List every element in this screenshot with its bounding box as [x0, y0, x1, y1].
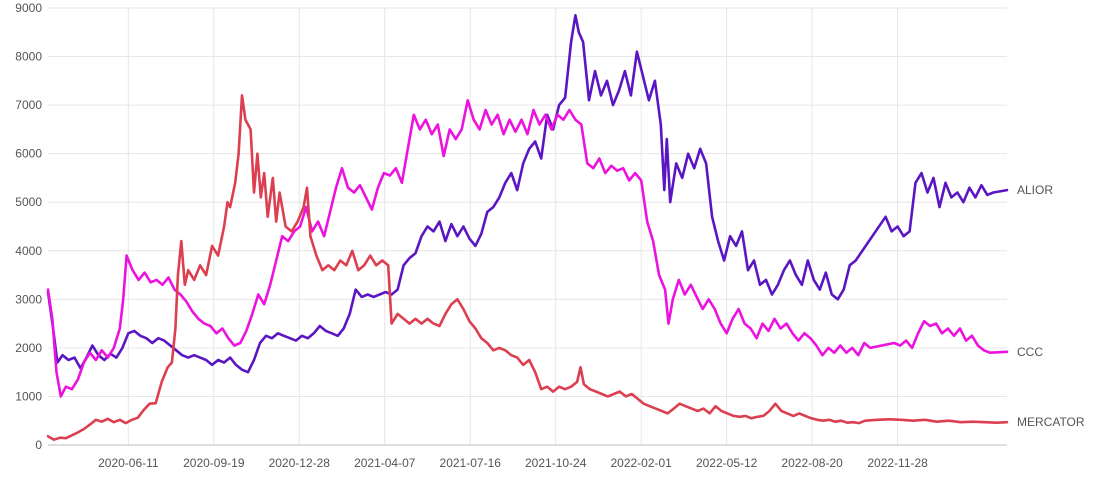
x-tick-label: 2020-09-19: [183, 456, 245, 470]
series-lines: [46, 14, 1009, 442]
y-axis-ticks: 0 1000 2000 3000 4000 5000 6000 7000 8000 9000: [15, 1, 42, 452]
y-tick-label: 5000: [15, 195, 42, 209]
x-tick-label: 2021-07-16: [440, 456, 502, 470]
series-label-ccc: CCC: [1017, 345, 1043, 359]
y-gridlines: [48, 7, 1007, 446]
x-tick-label: 2022-11-28: [867, 456, 928, 470]
y-tick-label: 6000: [15, 147, 42, 161]
y-tick-label: 9000: [15, 1, 42, 15]
y-tick-label: 2000: [15, 341, 42, 355]
series-end-labels: ALIOR CCC MERCATOR: [1017, 183, 1085, 429]
y-tick-label: 0: [35, 438, 42, 452]
x-tick-label: 2022-02-01: [610, 456, 672, 470]
series-line-alior: [46, 14, 1009, 374]
series-line-mercator: [46, 94, 1009, 442]
x-tick-label: 2020-12-28: [269, 456, 331, 470]
x-tick-label: 2022-08-20: [781, 456, 843, 470]
y-tick-label: 7000: [15, 98, 42, 112]
series-label-alior: ALIOR: [1017, 183, 1053, 197]
x-tick-label: 2020-06-11: [98, 456, 159, 470]
x-axis-ticks: 2020-06-11 2020-09-19 2020-12-28 2021-04-07…: [98, 456, 928, 470]
y-tick-label: 4000: [15, 244, 42, 258]
y-tick-label: 1000: [15, 389, 42, 403]
series-line-ccc: [46, 99, 1009, 398]
x-tick-label: 2022-05-12: [696, 456, 758, 470]
x-tick-label: 2021-10-24: [525, 456, 587, 470]
y-tick-label: 8000: [15, 50, 42, 64]
x-gridlines: [127, 8, 899, 445]
series-label-mercator: MERCATOR: [1017, 415, 1085, 429]
x-tick-label: 2021-04-07: [354, 456, 416, 470]
y-tick-label: 3000: [15, 292, 42, 306]
